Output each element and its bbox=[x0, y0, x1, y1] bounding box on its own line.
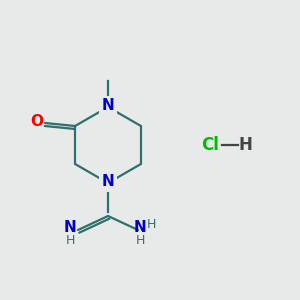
Text: H: H bbox=[146, 218, 156, 232]
Text: N: N bbox=[102, 175, 114, 190]
Text: H: H bbox=[135, 233, 145, 247]
Text: N: N bbox=[102, 98, 114, 113]
Text: O: O bbox=[31, 115, 44, 130]
Text: H: H bbox=[65, 233, 75, 247]
Text: N: N bbox=[134, 220, 146, 236]
Text: H: H bbox=[238, 136, 252, 154]
Text: Cl: Cl bbox=[201, 136, 219, 154]
Text: N: N bbox=[64, 220, 76, 236]
